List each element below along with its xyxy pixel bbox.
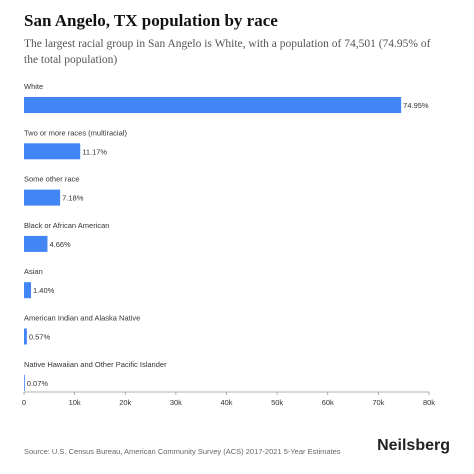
x-tick-label: 60k bbox=[322, 398, 334, 407]
x-tick-label: 70k bbox=[372, 398, 384, 407]
data-label: 11.17% bbox=[82, 147, 107, 156]
data-label: 7.18% bbox=[62, 194, 84, 203]
x-tick-label: 10k bbox=[69, 398, 81, 407]
x-tick-label: 0 bbox=[22, 398, 26, 407]
data-label: 0.07% bbox=[27, 379, 49, 388]
x-tick-label: 40k bbox=[220, 398, 232, 407]
bar bbox=[24, 328, 27, 345]
data-label: 0.57% bbox=[29, 333, 51, 342]
x-tick-label: 30k bbox=[170, 398, 182, 407]
bar bbox=[24, 235, 48, 252]
bar bbox=[24, 189, 61, 206]
category-label: Native Hawaiian and Other Pacific Island… bbox=[24, 360, 167, 369]
category-label: Asian bbox=[24, 267, 43, 276]
source-note: Source: U.S. Census Bureau, American Com… bbox=[24, 447, 341, 456]
category-label: Some other race bbox=[24, 175, 79, 184]
data-label: 74.95% bbox=[403, 101, 429, 110]
x-tick-label: 20k bbox=[119, 398, 131, 407]
bar bbox=[24, 374, 25, 391]
category-label: Two or more races (multiracial) bbox=[24, 128, 127, 137]
category-label: White bbox=[24, 82, 43, 91]
chart-subtitle: The largest racial group in San Angelo i… bbox=[24, 38, 431, 66]
x-tick-label: 50k bbox=[271, 398, 283, 407]
data-label: 4.66% bbox=[49, 240, 71, 249]
data-label: 1.40% bbox=[33, 286, 55, 295]
bar bbox=[24, 143, 81, 160]
category-label: Black or African American bbox=[24, 221, 109, 230]
x-tick-label: 80k bbox=[423, 398, 435, 407]
brand-logo: Neilsberg bbox=[377, 437, 450, 454]
chart-title: San Angelo, TX population by race bbox=[24, 11, 278, 30]
bar bbox=[24, 282, 32, 299]
category-label: American Indian and Alaska Native bbox=[24, 314, 140, 323]
bar bbox=[24, 97, 402, 113]
